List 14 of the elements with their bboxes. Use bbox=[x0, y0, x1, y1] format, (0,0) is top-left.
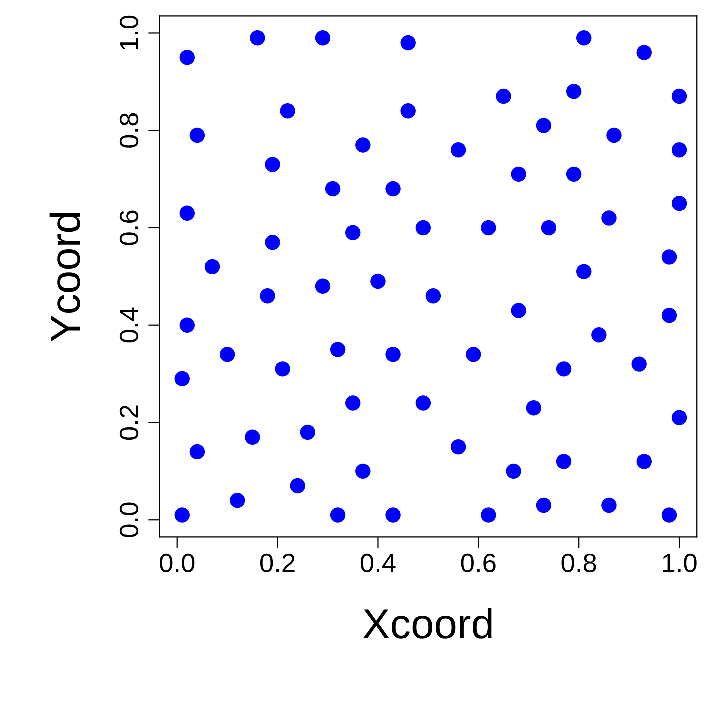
y-tick-label: 0.4 bbox=[120, 308, 139, 343]
x-axis-title: Xcoord bbox=[363, 608, 492, 639]
x-tick-label: 0.6 bbox=[461, 554, 496, 573]
y-tick-label: 0.8 bbox=[120, 113, 139, 148]
y-tick-label: 0.0 bbox=[120, 502, 139, 538]
x-tick-label: 0.2 bbox=[260, 554, 295, 573]
x-tick-label: 0.0 bbox=[160, 554, 195, 573]
x-tick-label: 0.8 bbox=[562, 554, 596, 573]
x-tick-label: 1.0 bbox=[663, 554, 697, 573]
y-axis-title: Ycoord bbox=[50, 213, 80, 342]
y-tick-label: 0.2 bbox=[120, 406, 139, 440]
x-tick-label: 0.4 bbox=[360, 554, 396, 573]
y-tick-label: 0.6 bbox=[120, 210, 139, 246]
y-tick-label: 1.0 bbox=[120, 16, 139, 50]
